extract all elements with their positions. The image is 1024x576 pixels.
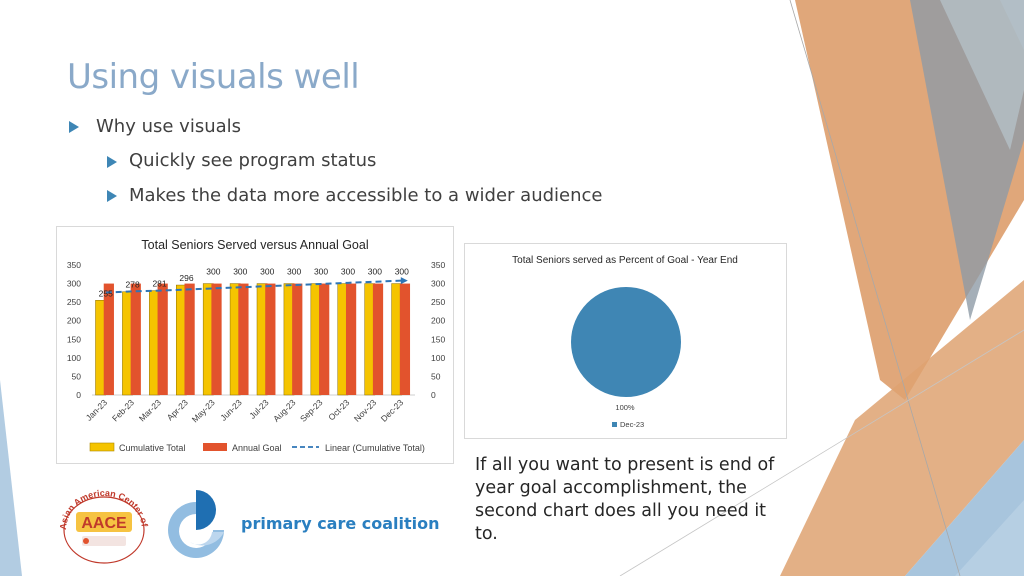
bar-goal	[372, 283, 384, 395]
pie-chart-container: Total Seniors served as Percent of Goal …	[464, 243, 787, 439]
bullet-arrow-icon	[107, 156, 117, 168]
bar-goal	[211, 283, 222, 395]
slide-title: Using visuals well	[67, 57, 360, 97]
bar-chart-container: Total Seniors Served versus Annual Goal …	[56, 226, 454, 464]
deco-shape	[955, 500, 1024, 576]
y-tick-label-right: 250	[431, 297, 445, 307]
x-tick-label: Jul-23	[247, 397, 271, 421]
y-tick-label-right: 300	[431, 279, 445, 289]
y-tick-label-left: 350	[67, 260, 81, 270]
pie-slice	[571, 287, 681, 397]
legend-swatch-cumulative	[89, 442, 115, 452]
y-tick-label-left: 150	[67, 334, 81, 344]
y-tick-label-left: 200	[67, 316, 81, 326]
chart-title: Total Seniors served as Percent of Goal …	[512, 255, 738, 266]
bar-data-label: 296	[179, 273, 193, 283]
bar-goal	[157, 283, 168, 395]
explanation-text: If all you want to present is end of yea…	[475, 455, 775, 544]
x-tick-label: Apr-23	[165, 397, 190, 422]
bar-goal	[103, 283, 114, 395]
bullet-level2: Quickly see program status	[129, 150, 377, 171]
x-tick-label: Dec-23	[379, 397, 406, 424]
x-tick-label: May-23	[190, 397, 217, 424]
x-tick-label: Oct-23	[326, 397, 351, 422]
trend-arrow-icon	[400, 277, 408, 285]
y-tick-label-left: 100	[67, 353, 81, 363]
y-tick-label-right: 50	[431, 371, 441, 381]
x-tick-label: Mar-23	[137, 397, 163, 423]
trend-line	[105, 279, 402, 294]
bar-goal	[292, 283, 303, 395]
pcc-logo-icon	[168, 490, 224, 558]
x-tick-label: Sep-23	[298, 397, 325, 424]
pie-data-label: 100%	[615, 403, 635, 412]
pie-chart: Total Seniors served as Percent of Goal …	[512, 255, 738, 429]
bar-data-label: 300	[314, 267, 328, 277]
bar-goal	[130, 283, 141, 395]
bar-data-label: 300	[368, 267, 382, 277]
deco-line	[619, 329, 1024, 576]
deco-shape	[780, 280, 1024, 576]
x-tick-label: Jun-23	[218, 397, 244, 423]
legend-label: Dec-23	[620, 420, 644, 429]
bar-data-label: 300	[260, 267, 274, 277]
aace-logo: Asian American Center of Excellence AACE	[52, 486, 150, 564]
bullet-arrow-icon	[107, 190, 117, 202]
bar-data-label: 300	[395, 267, 409, 277]
bullet-level2: Makes the data more accessible to a wide…	[129, 185, 603, 206]
deco-shape	[940, 0, 1024, 150]
y-tick-label-left: 50	[72, 371, 82, 381]
legend-label: Linear (Cumulative Total)	[325, 443, 425, 453]
y-tick-label-right: 200	[431, 316, 445, 326]
x-tick-label: Nov-23	[352, 397, 379, 424]
bar-goal	[319, 283, 330, 395]
bar-data-label: 300	[233, 267, 247, 277]
bar-goal	[399, 283, 411, 395]
y-tick-label-right: 150	[431, 334, 445, 344]
pcc-logo-text: primary care coalition	[241, 514, 440, 533]
legend-swatch-goal	[203, 443, 227, 451]
y-tick-label-right: 350	[431, 260, 445, 270]
bar-data-label: 281	[152, 279, 166, 289]
bar-goal	[238, 283, 249, 395]
y-tick-label-right: 100	[431, 353, 445, 363]
legend-swatch	[612, 422, 617, 427]
y-tick-label-left: 0	[76, 390, 81, 400]
bar-data-label: 300	[341, 267, 355, 277]
bar-goal	[345, 283, 357, 395]
chart-title: Total Seniors Served versus Annual Goal	[141, 238, 368, 252]
deco-line	[789, 0, 961, 576]
bar-data-label: 300	[287, 267, 301, 277]
bullet-arrow-icon	[69, 121, 79, 133]
x-tick-label: Aug-23	[271, 397, 298, 424]
x-tick-label: Feb-23	[110, 397, 136, 423]
y-tick-label-left: 250	[67, 297, 81, 307]
deco-shape	[0, 380, 22, 576]
bar-goal	[184, 283, 195, 395]
bar-data-label: 255	[99, 288, 113, 298]
y-tick-label-right: 0	[431, 390, 436, 400]
x-tick-label: Jan-23	[84, 397, 110, 423]
y-tick-label-left: 300	[67, 279, 81, 289]
bullet-level1: Why use visuals	[96, 116, 242, 137]
bar-chart: Total Seniors Served versus Annual Goal …	[67, 238, 446, 453]
bar-goal	[265, 283, 276, 395]
legend-label: Annual Goal	[232, 443, 282, 453]
aace-logo-text: AACE	[81, 515, 127, 532]
bar-data-label: 300	[206, 267, 220, 277]
bar-data-label: 278	[126, 280, 140, 290]
legend-label: Cumulative Total	[119, 443, 185, 453]
